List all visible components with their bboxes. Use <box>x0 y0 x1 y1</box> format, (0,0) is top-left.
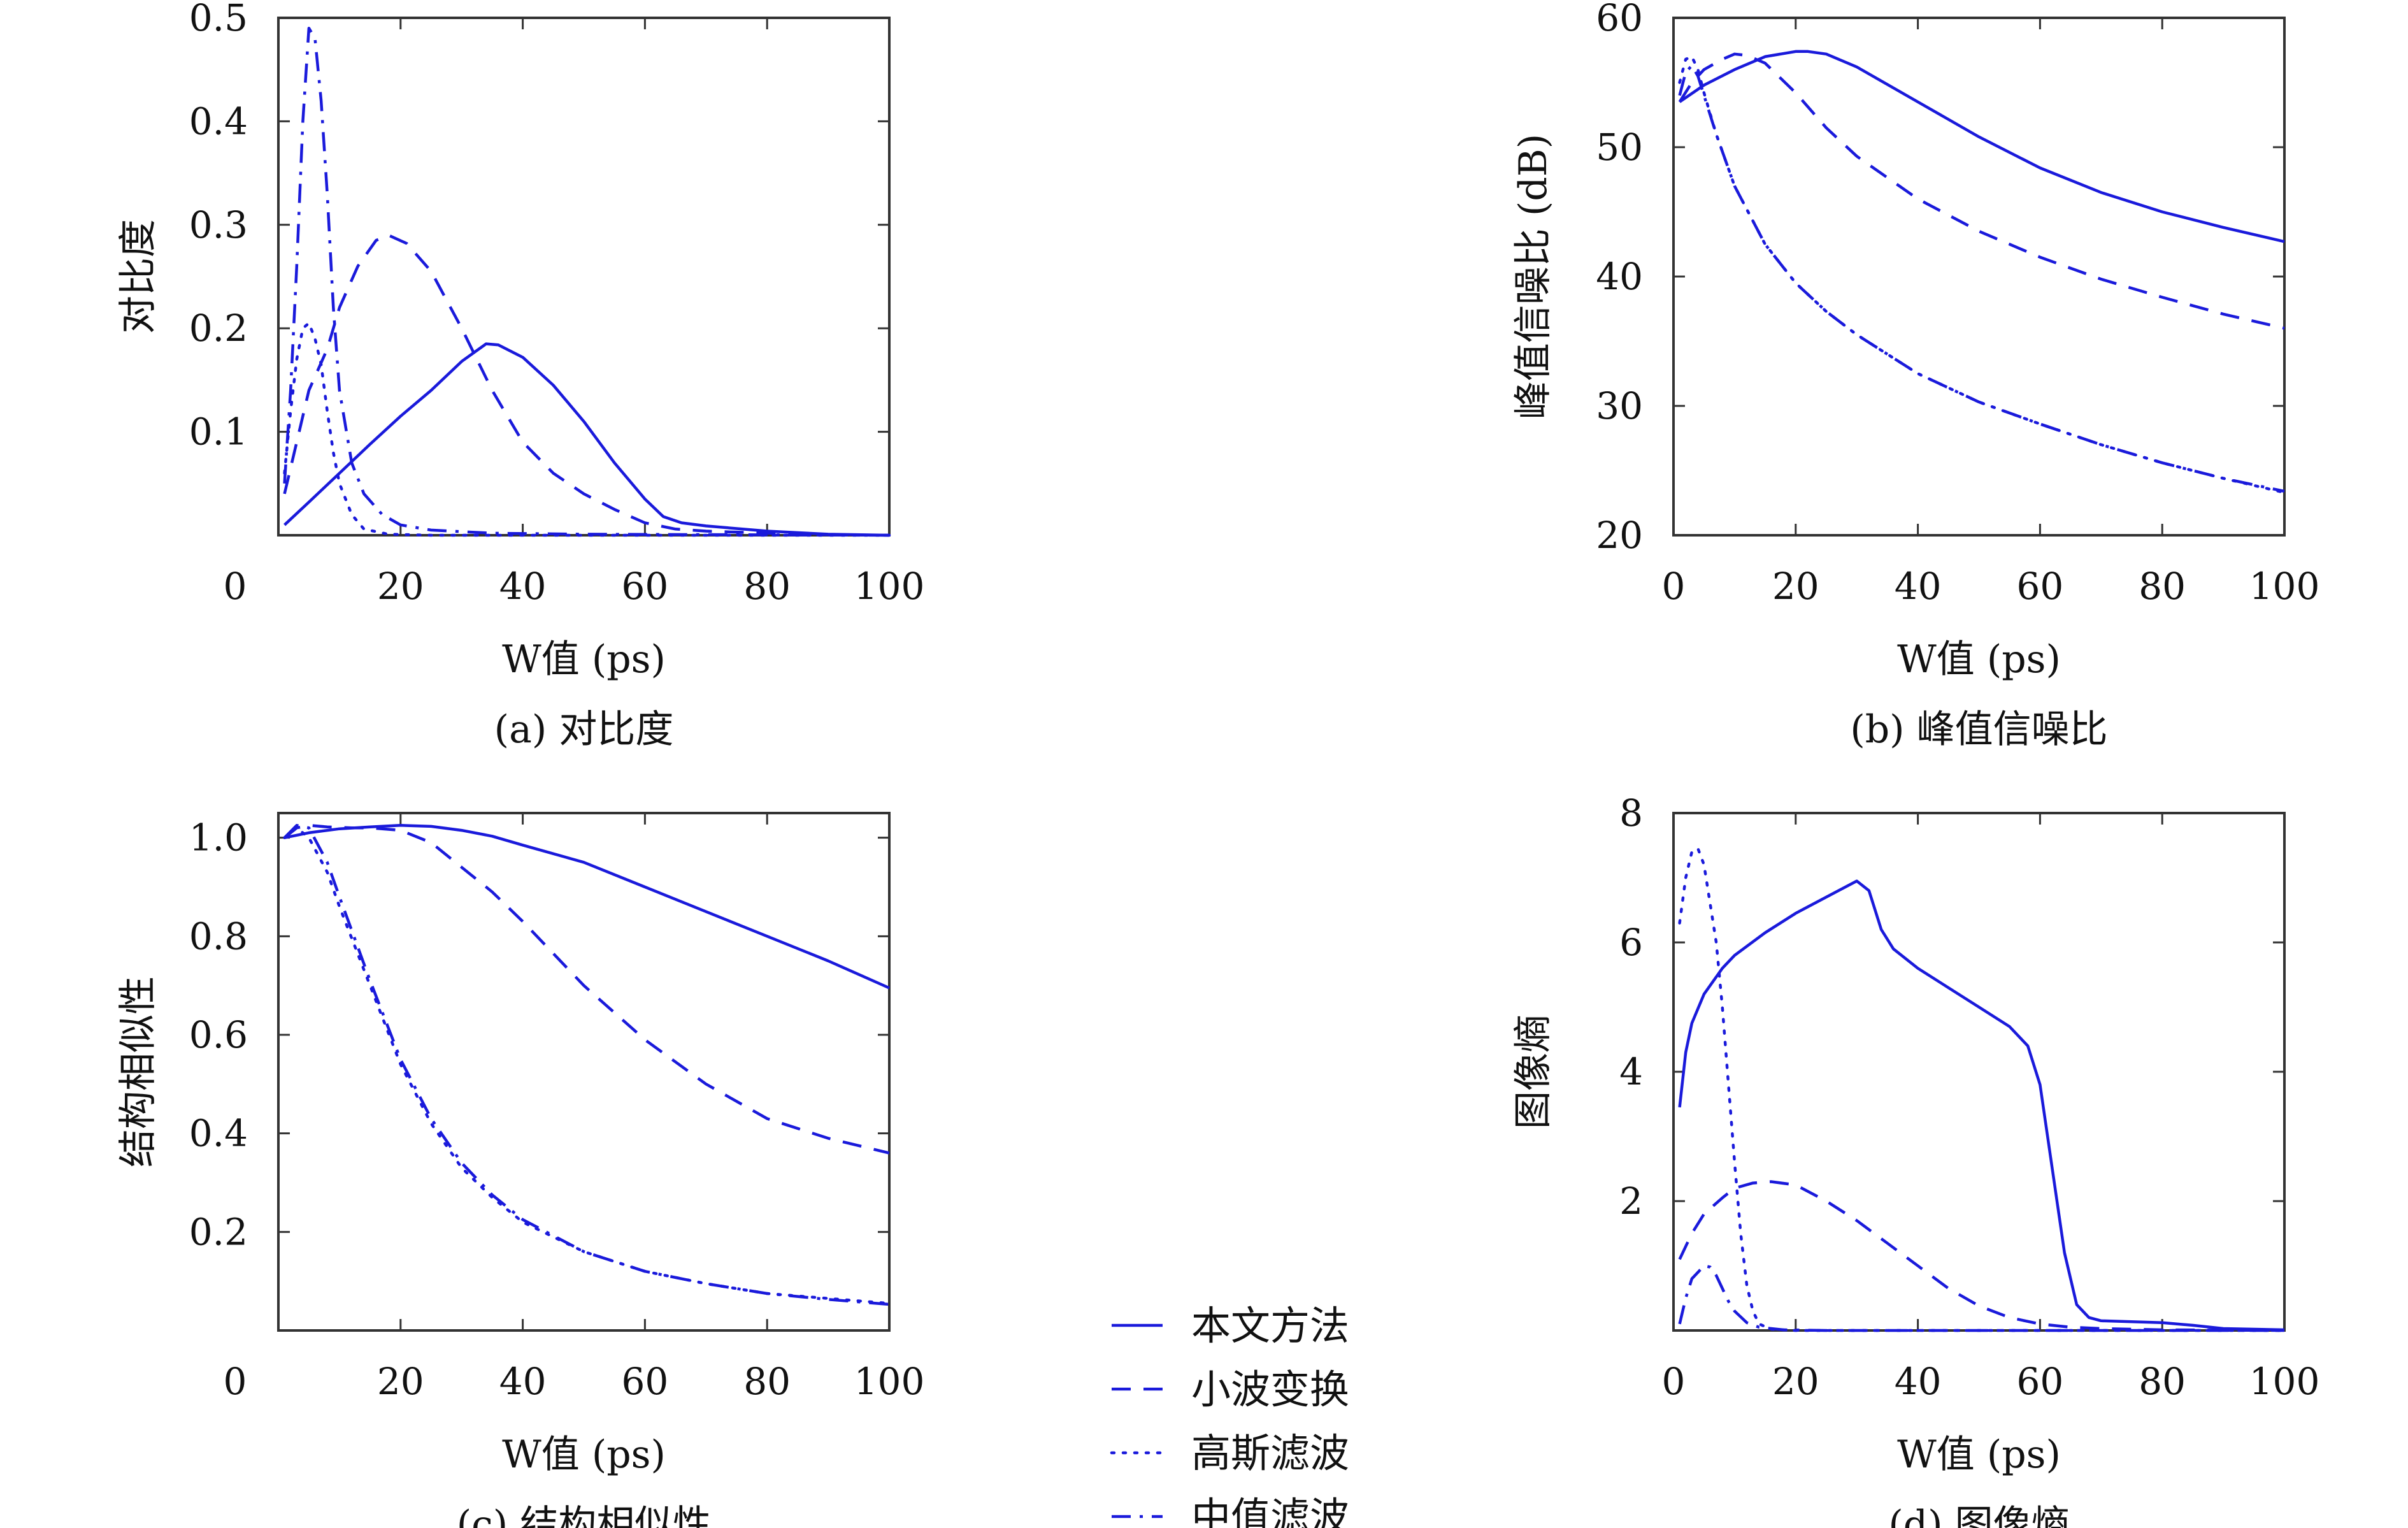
x-tick-label: 80 <box>2139 565 2186 608</box>
x-tick-label: 100 <box>854 1360 925 1403</box>
chart-panel-4: 0 20 40 60 80 100 2 4 6 8 W值 (ps) 图像熵 (d) 图像熵 <box>1511 791 2319 1528</box>
series-line-dashed <box>1678 1180 2285 1332</box>
x-axis-label: W值 (ps) <box>1897 637 2061 682</box>
y-tick-label: 0.5 <box>189 0 248 40</box>
y-tick-label: 20 <box>1596 514 1643 557</box>
x-tick-label: 60 <box>2016 565 2063 608</box>
x-tick-label: 20 <box>377 1360 424 1403</box>
series-line-dashed <box>283 824 890 1155</box>
y-tick-label: 0.4 <box>189 99 248 143</box>
chart-panel-1: 0 20 40 60 80 100 0.1 0.2 0.3 0.4 0.5 W值 (ps) 对比度 (a)… <box>116 0 924 752</box>
y-tick-label: 4 <box>1619 1050 1643 1093</box>
series-line-dashed <box>283 233 890 537</box>
y-axis-label: 峰值信噪比 (dB) <box>1511 134 1556 419</box>
chart-panel-2: 0 20 40 60 80 100 20 30 40 50 60 W值 (ps) 峰值信噪比 (dB) (… <box>1511 0 2319 752</box>
y-tick-label: 0.1 <box>189 410 248 454</box>
x-tick-label: 20 <box>1772 1360 1819 1403</box>
series-line-dashed <box>1678 52 2285 330</box>
series-line-dashdot <box>283 824 890 1306</box>
y-axis-label: 对比度 <box>116 219 161 334</box>
y-tick-label: 0.4 <box>189 1112 248 1155</box>
y-tick-label: 50 <box>1596 126 1643 169</box>
panel-caption: (d) 图像熵 <box>1888 1503 2069 1528</box>
y-tick-label: 2 <box>1619 1179 1643 1223</box>
panel-caption: (c) 结构相似性 <box>457 1503 712 1528</box>
x-tick-label: 60 <box>2016 1360 2063 1403</box>
x-tick-label: 100 <box>2249 565 2320 608</box>
x-axis-label: W值 (ps) <box>502 637 666 682</box>
y-tick-label: 8 <box>1619 791 1643 835</box>
x-tick-label: 80 <box>743 1360 791 1403</box>
y-tick-label: 0.2 <box>189 306 248 350</box>
x-tick-label: 40 <box>1895 1360 1942 1403</box>
x-tick-label: 40 <box>499 565 547 608</box>
panel-caption: (a) 对比度 <box>494 707 674 752</box>
x-tick-label: 100 <box>2249 1360 2320 1403</box>
y-tick-label: 1.0 <box>189 816 248 860</box>
x-tick-label: 20 <box>377 565 424 608</box>
series-line-dotted <box>283 321 891 537</box>
x-tick-label: 40 <box>1895 565 1942 608</box>
x-tick-label: 60 <box>621 1360 668 1403</box>
x-tick-label: 80 <box>2139 1360 2186 1403</box>
x-tick-label: 40 <box>499 1360 547 1403</box>
chart-panel-3: 0 20 40 60 80 100 0.2 0.4 0.6 0.8 1.0 W值 (ps) 结构相似性 (… <box>116 812 925 1528</box>
plot-frame <box>1672 17 2286 537</box>
x-axis-label: W值 (ps) <box>1897 1432 2061 1477</box>
legend-label: 本文方法 <box>1191 1302 1349 1349</box>
legend-label: 高斯滤波 <box>1191 1430 1349 1476</box>
series-line-dotted <box>283 826 891 1305</box>
y-axis-label: 图像熵 <box>1511 1014 1556 1129</box>
series-line-dotted <box>1678 847 2286 1332</box>
y-tick-label: 30 <box>1596 384 1643 428</box>
plot-frame <box>1672 812 2286 1332</box>
series-line-solid <box>283 342 890 537</box>
y-tick-label: 0.3 <box>189 203 248 247</box>
x-tick-label: 0 <box>224 1360 247 1403</box>
y-tick-label: 0.6 <box>189 1013 248 1056</box>
series-line-dashdot <box>1678 1264 2284 1332</box>
series-line-dotted <box>1678 55 2286 494</box>
x-tick-label: 0 <box>1662 565 1686 608</box>
series-line-solid <box>284 824 890 990</box>
y-tick-label: 60 <box>1596 0 1643 40</box>
y-tick-label: 40 <box>1596 255 1643 298</box>
x-tick-label: 0 <box>1662 1360 1686 1403</box>
y-axis-label: 结构相似性 <box>116 976 161 1167</box>
y-tick-label: 6 <box>1619 921 1643 964</box>
plot-frame <box>277 812 891 1332</box>
panel-caption: (b) 峰值信噪比 <box>1850 707 2107 752</box>
x-tick-label: 20 <box>1772 565 1819 608</box>
series-line-solid <box>1679 50 2285 243</box>
x-tick-label: 100 <box>854 565 925 608</box>
plot-frame <box>277 17 891 537</box>
legend-label: 中值滤波 <box>1191 1494 1349 1528</box>
series-line-dashdot <box>283 26 890 537</box>
y-tick-label: 0.8 <box>189 914 248 958</box>
x-axis-label: W值 (ps) <box>502 1432 666 1477</box>
series-line-solid <box>1678 879 2285 1332</box>
x-tick-label: 80 <box>743 565 791 608</box>
y-tick-label: 0.2 <box>189 1210 248 1253</box>
legend-label: 小波变换 <box>1191 1366 1349 1413</box>
x-tick-label: 0 <box>224 565 247 608</box>
series-line-dashdot <box>1678 64 2285 493</box>
x-tick-label: 60 <box>621 565 668 608</box>
